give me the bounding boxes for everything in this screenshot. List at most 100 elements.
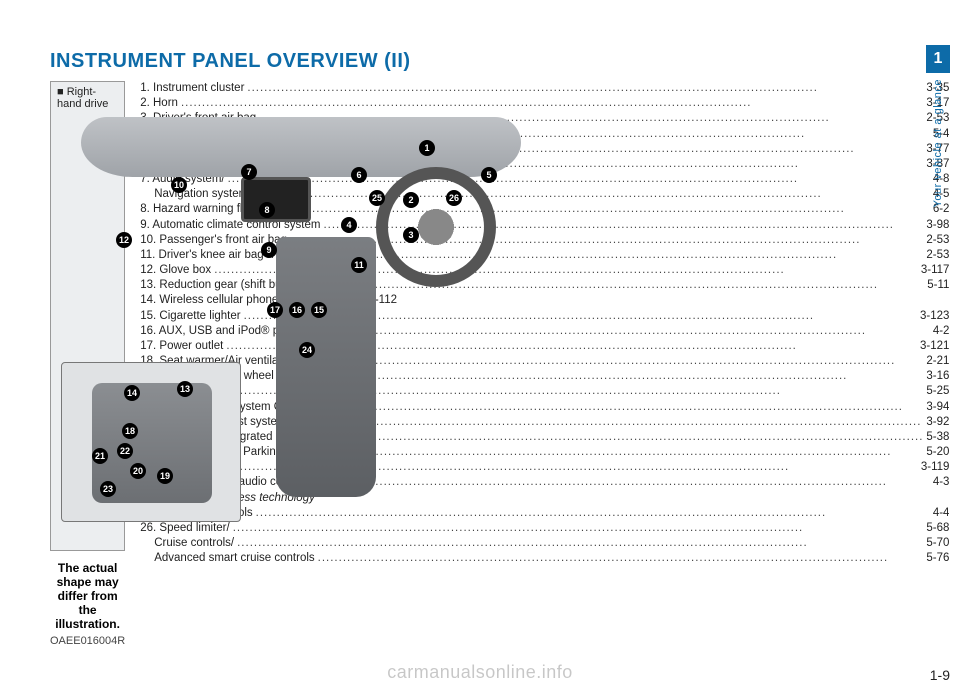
index-label: Cruise controls/ bbox=[154, 536, 234, 551]
index-page: 3-92 bbox=[926, 415, 949, 430]
callout-21: 21 bbox=[92, 448, 108, 464]
dash-top bbox=[81, 117, 521, 177]
callout-22: 22 bbox=[117, 443, 133, 459]
index-page: 3-16 bbox=[926, 369, 949, 384]
leader-dots bbox=[325, 354, 924, 369]
callout-12: 12 bbox=[116, 232, 132, 248]
index-page: 3-121 bbox=[920, 339, 949, 354]
index-item: 2. Horn3-17 bbox=[140, 96, 949, 111]
index-item: 1. Instrument cluster3-35 bbox=[140, 81, 949, 96]
callout-3: 3 bbox=[403, 227, 419, 243]
figure-code: OAEE016004R bbox=[50, 635, 125, 647]
index-label: 2. Horn bbox=[140, 96, 178, 111]
callout-24: 24 bbox=[299, 342, 315, 358]
index-label: 26. Speed limiter/ bbox=[140, 521, 230, 536]
callout-9: 9 bbox=[261, 242, 277, 258]
center-console bbox=[276, 237, 376, 497]
index-page: 4-2 bbox=[933, 324, 950, 339]
index-page: 2-53 bbox=[926, 248, 949, 263]
callout-8: 8 bbox=[259, 202, 275, 218]
index-item: 19. Heated steering wheel3-16 bbox=[140, 369, 949, 384]
center-screen bbox=[241, 177, 311, 222]
callout-23: 23 bbox=[100, 481, 116, 497]
index-item: 25. Steering wheel audio controls/4-3 bbox=[140, 475, 949, 490]
leader-dots bbox=[353, 430, 924, 445]
leader-dots bbox=[233, 521, 924, 536]
callout-13: 13 bbox=[177, 381, 193, 397]
index-page: 4-4 bbox=[933, 506, 950, 521]
callout-4: 4 bbox=[341, 217, 357, 233]
index-page: 5-25 bbox=[926, 384, 949, 399]
index-label: 17. Power outlet bbox=[140, 339, 223, 354]
leader-dots bbox=[256, 506, 930, 521]
leader-dots bbox=[318, 551, 924, 566]
callout-19: 19 bbox=[157, 468, 173, 484]
page-title: INSTRUMENT PANEL OVERVIEW (II) bbox=[50, 50, 910, 73]
index-page: 5-20 bbox=[926, 445, 949, 460]
index-page: 3-94 bbox=[926, 400, 949, 415]
index-page: 5-38 bbox=[926, 430, 949, 445]
leader-dots bbox=[237, 536, 923, 551]
leader-dots bbox=[351, 415, 924, 430]
index-item: 26. Speed limiter/5-68 bbox=[140, 521, 949, 536]
inset-frame: 13 14 18 19 20 21 22 23 bbox=[61, 362, 241, 522]
callout-7: 7 bbox=[241, 164, 257, 180]
index-page: 3-119 bbox=[921, 460, 950, 475]
index-item: 23. EPB (Electronic Parking brake)5-20 bbox=[140, 445, 949, 460]
callout-1: 1 bbox=[419, 140, 435, 156]
index-label: Advanced smart cruise controls bbox=[154, 551, 314, 566]
index-item: Cruise controls/5-70 bbox=[140, 536, 949, 551]
callout-11: 11 bbox=[351, 257, 367, 273]
figure-caption: The actual shape may differ from the ill… bbox=[50, 561, 125, 631]
index-item: 18. Seat warmer/Air ventilation seat2-21 bbox=[140, 354, 949, 369]
leader-dots bbox=[321, 445, 923, 460]
side-tab: 1 Your vehicle at a glance bbox=[924, 45, 952, 207]
index-page: 3-117 bbox=[921, 263, 950, 278]
index-page: 5-76 bbox=[926, 551, 949, 566]
index-item: Advanced smart cruise controls 5-76 bbox=[140, 551, 949, 566]
index-item: Rear paring assist system OFF button3-92 bbox=[140, 415, 949, 430]
index-label: 1. Instrument cluster bbox=[140, 81, 244, 96]
callout-17: 17 bbox=[267, 302, 283, 318]
leader-dots bbox=[316, 475, 929, 490]
figure-header: ■ Right-hand drive bbox=[57, 86, 118, 110]
index-page: 3-123 bbox=[920, 309, 949, 324]
callout-18: 18 bbox=[122, 423, 138, 439]
chapter-label: Your vehicle at a glance bbox=[932, 79, 944, 207]
index-page: 5-11 bbox=[927, 278, 949, 293]
callout-2: 2 bbox=[403, 192, 419, 208]
callout-6: 6 bbox=[351, 167, 367, 183]
index-item: 20. Auto hold5-25 bbox=[140, 384, 949, 399]
figure-frame: ■ Right-hand drive 123456789101112151617… bbox=[50, 81, 125, 551]
callout-20: 20 bbox=[130, 463, 146, 479]
chapter-number: 1 bbox=[926, 45, 950, 73]
index-item: Bluetooth® wireless technology bbox=[140, 491, 949, 506]
index-item: hands-free controls4-4 bbox=[140, 506, 949, 521]
steering-wheel bbox=[376, 167, 496, 287]
index-item: 22. Drive mode integrated control system… bbox=[140, 430, 949, 445]
index-page: 5-70 bbox=[926, 536, 949, 551]
index-item: 21. Parking assist system ON button/3-94 bbox=[140, 400, 949, 415]
leader-dots bbox=[332, 400, 923, 415]
callout-26: 26 bbox=[446, 190, 462, 206]
index-item: 17. Power outlet 3-121 bbox=[140, 339, 949, 354]
index-item: 24. Cup holder3-119 bbox=[140, 460, 949, 475]
index-page: 2-21 bbox=[926, 354, 949, 369]
page-number: 1-9 bbox=[930, 667, 950, 683]
callout-16: 16 bbox=[289, 302, 305, 318]
leader-dots bbox=[181, 96, 923, 111]
index-page: 4-3 bbox=[933, 475, 950, 490]
index-page: 3-98 bbox=[926, 218, 949, 233]
callout-15: 15 bbox=[311, 302, 327, 318]
figure-column: ■ Right-hand drive 123456789101112151617… bbox=[50, 81, 125, 647]
callout-25: 25 bbox=[369, 190, 385, 206]
leader-dots bbox=[247, 81, 923, 96]
watermark: carmanualsonline.info bbox=[387, 662, 573, 683]
index-page: 2-53 bbox=[926, 233, 949, 248]
callout-14: 14 bbox=[124, 385, 140, 401]
callout-10: 10 bbox=[171, 177, 187, 193]
dashboard-illustration bbox=[81, 117, 521, 327]
callout-5: 5 bbox=[481, 167, 497, 183]
index-page: 5-68 bbox=[926, 521, 949, 536]
content-row: ■ Right-hand drive 123456789101112151617… bbox=[50, 81, 910, 647]
